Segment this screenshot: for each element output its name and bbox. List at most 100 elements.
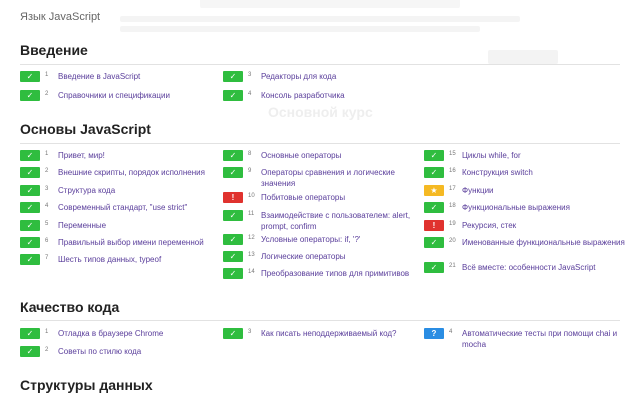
status-mark: ✓ [229,235,237,244]
lesson-link[interactable]: Структура кода [58,186,116,195]
lesson-link[interactable]: Именованные функциональные выражения [462,238,625,247]
status-mark: ✓ [229,252,237,261]
lesson-number: 2 [45,91,49,97]
lesson-link[interactable]: Функции [462,186,494,195]
lesson-number: 15 [449,151,456,157]
status-ok-icon: ✓ [424,237,444,248]
status-ok-icon: ✓ [20,220,40,231]
status-mark: ✓ [229,329,237,338]
lesson-number: 17 [449,186,456,192]
status-ok-icon: ✓ [20,150,40,161]
status-ok-icon: ✓ [20,185,40,196]
status-ok-icon: ✓ [424,167,444,178]
section-divider [20,320,620,321]
lesson-link[interactable]: Редакторы для кода [261,72,337,81]
lesson-link[interactable]: Правильный выбор имени переменной [58,238,204,247]
lesson-number: 20 [449,238,456,244]
lesson-link[interactable]: Побитовые операторы [261,193,346,202]
status-mark: ✓ [26,151,34,160]
lesson-number: 18 [449,203,456,209]
ghost-course-title: Основной курс [268,104,373,120]
status-ok-icon: ✓ [223,167,243,178]
lesson-link[interactable]: Автоматические тесты при помощи chai и m… [462,329,618,349]
status-ok-icon: ✓ [223,328,243,339]
status-mark: ! [231,193,235,202]
lesson-link[interactable]: Логические операторы [261,252,346,261]
status-ok-icon: ✓ [223,150,243,161]
lesson-link[interactable]: Советы по стилю кода [58,347,142,356]
section-title: Качество кода [20,299,120,315]
lesson-number: 4 [449,329,453,335]
lesson-link[interactable]: Современный стандарт, "use strict" [58,203,188,212]
lesson-number: 5 [45,221,49,227]
section-divider [20,64,620,65]
lesson-link[interactable]: Всё вместе: особенности JavaScript [462,263,596,272]
lesson-number: 3 [45,186,49,192]
status-mark: ✓ [26,203,34,212]
lesson-number: 11 [248,211,255,217]
status-ok-icon: ✓ [20,90,40,101]
status-ok-icon: ✓ [223,268,243,279]
lesson-link[interactable]: Справочники и спецификации [58,91,170,100]
lesson-link[interactable]: Переменные [58,221,107,230]
status-mark: ✓ [229,72,237,81]
status-mark: ✓ [26,238,34,247]
lesson-link[interactable]: Внешние скрипты, порядок исполнения [58,168,205,177]
section-divider [20,143,620,144]
lesson-link[interactable]: Основные операторы [261,151,342,160]
status-mark: ✓ [26,329,34,338]
breadcrumb[interactable]: Язык JavaScript [20,11,101,23]
lesson-link[interactable]: Как писать неподдерживаемый код? [261,329,397,338]
lesson-link[interactable]: Конструкция switch [462,168,533,177]
status-star-icon: ★ [424,185,444,196]
lesson-link[interactable]: Циклы while, for [462,151,521,160]
lesson-number: 13 [248,252,255,258]
lesson-number: 1 [45,72,49,78]
status-mark: ✓ [430,263,438,272]
lesson-link[interactable]: Рекурсия, стек [462,221,517,230]
status-ok-icon: ✓ [223,251,243,262]
lesson-link[interactable]: Введение в JavaScript [58,72,141,81]
lesson-number: 19 [449,221,456,227]
lesson-number: 6 [45,238,49,244]
lesson-link[interactable]: Операторы сравнения и логические значени… [261,168,395,188]
lesson-number: 14 [248,269,255,275]
lesson-link[interactable]: Преобразование типов для примитивов [261,269,410,278]
lesson-number: 2 [45,168,49,174]
status-mark: ✓ [26,347,34,356]
lesson-number: 8 [248,151,252,157]
status-mark: ✓ [26,72,34,81]
status-mark: ? [431,329,437,338]
status-ok-icon: ✓ [20,328,40,339]
lesson-link[interactable]: Условные операторы: if, '?' [261,235,361,244]
lesson-number: 9 [248,168,252,174]
lesson-number: 21 [449,263,456,269]
status-ok-icon: ✓ [223,210,243,221]
status-mark: ✓ [430,238,438,247]
status-ok-icon: ✓ [424,202,444,213]
status-mark: ✓ [26,255,34,264]
lesson-number: 3 [248,72,252,78]
lesson-link[interactable]: Отладка в браузере Chrome [58,329,164,338]
lesson-link[interactable]: Шесть типов данных, typeof [58,255,162,264]
status-mark: ✓ [229,211,237,220]
status-mark: ✓ [26,168,34,177]
ghost-button [488,50,558,64]
lesson-link[interactable]: Консоль разработчика [261,91,345,100]
status-ok-icon: ✓ [20,346,40,357]
status-mark: ! [432,221,436,230]
status-mark: ✓ [430,168,438,177]
status-mark: ✓ [26,186,34,195]
lesson-link[interactable]: Функциональные выражения [462,203,570,212]
lesson-link[interactable]: Взаимодействие с пользователем: alert, p… [261,211,411,231]
lesson-number: 3 [248,329,252,335]
lesson-number: 7 [45,255,49,261]
status-ok-icon: ✓ [223,71,243,82]
status-ok-icon: ✓ [424,150,444,161]
lesson-number: 2 [45,347,49,353]
status-ok-icon: ✓ [20,167,40,178]
lesson-number: 10 [248,193,255,199]
lesson-number: 16 [449,168,456,174]
status-mark: ✓ [430,203,438,212]
lesson-link[interactable]: Привет, мир! [58,151,105,160]
